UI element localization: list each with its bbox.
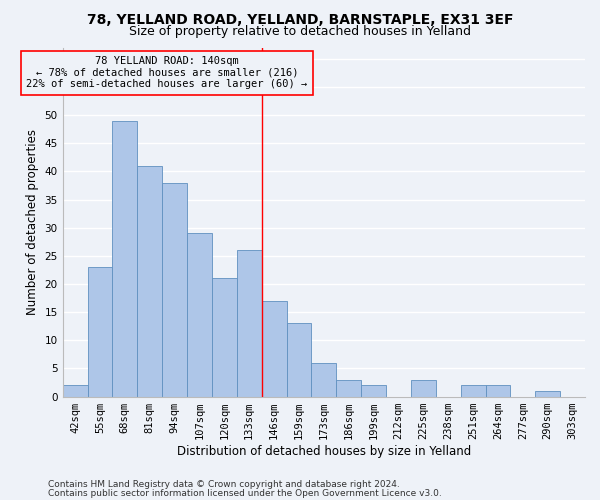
Bar — [137, 166, 162, 396]
Bar — [262, 301, 287, 396]
Bar — [187, 234, 212, 396]
Text: Contains HM Land Registry data © Crown copyright and database right 2024.: Contains HM Land Registry data © Crown c… — [48, 480, 400, 489]
Text: 78, YELLAND ROAD, YELLAND, BARNSTAPLE, EX31 3EF: 78, YELLAND ROAD, YELLAND, BARNSTAPLE, E… — [87, 12, 513, 26]
Bar — [237, 250, 262, 396]
Bar — [336, 380, 361, 396]
Bar — [411, 380, 436, 396]
Bar — [112, 120, 137, 396]
Bar — [62, 386, 88, 396]
Bar — [212, 278, 237, 396]
Bar — [311, 363, 336, 396]
Text: Contains public sector information licensed under the Open Government Licence v3: Contains public sector information licen… — [48, 488, 442, 498]
Bar — [535, 391, 560, 396]
Bar — [88, 267, 112, 396]
Text: Size of property relative to detached houses in Yelland: Size of property relative to detached ho… — [129, 25, 471, 38]
Bar — [485, 386, 511, 396]
Bar — [461, 386, 485, 396]
X-axis label: Distribution of detached houses by size in Yelland: Distribution of detached houses by size … — [176, 444, 471, 458]
Bar — [162, 182, 187, 396]
Text: 78 YELLAND ROAD: 140sqm
← 78% of detached houses are smaller (216)
22% of semi-d: 78 YELLAND ROAD: 140sqm ← 78% of detache… — [26, 56, 308, 90]
Bar — [361, 386, 386, 396]
Y-axis label: Number of detached properties: Number of detached properties — [26, 129, 39, 315]
Bar — [287, 324, 311, 396]
